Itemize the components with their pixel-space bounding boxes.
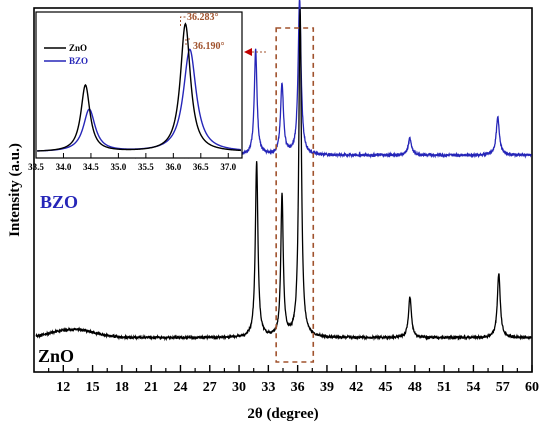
inset-chart: 33.5 34.0 34.5 35.0 35.5 36.0 36.5 37.0 ZnO BZO…	[28, 11, 243, 172]
annotation-leader-zno	[180, 16, 186, 26]
y-axis-label: Intensity (a.u.)	[7, 143, 23, 237]
series-label-zno: ZnO	[38, 346, 74, 366]
highlight-region-box	[275, 27, 315, 363]
legend-label-zno: ZnO	[69, 43, 87, 53]
x-tick-label: 57	[496, 380, 510, 395]
x-tick-label: 36	[291, 380, 305, 395]
x-tick-label: 42	[349, 380, 363, 395]
x-tick-label: 45	[379, 380, 393, 395]
series-line-zno	[35, 8, 532, 342]
inset-series	[37, 22, 241, 152]
series-label-bzo: BZO	[40, 192, 78, 212]
annotation-zno-peak: 36.283°	[187, 12, 219, 23]
inset-x-tick-label: 35.0	[111, 162, 127, 172]
annotation-leader-bzo	[185, 38, 191, 45]
inset-x-tick-label: 37.0	[220, 162, 236, 172]
annotation-bzo-peak: 36.190°	[193, 41, 225, 52]
x-tick-label: 21	[144, 380, 158, 395]
inset-x-tick-label: 34.0	[56, 162, 72, 172]
inset-x-tick-labels: 33.5 34.0 34.5 35.0 35.5 36.0 36.5 37.0	[28, 162, 237, 172]
x-tick-label: 27	[203, 380, 217, 395]
inset-x-tick-label: 34.5	[83, 162, 99, 172]
inset-x-tick-label: 36.0	[165, 162, 181, 172]
x-tick-label: 18	[115, 380, 129, 395]
x-axis-ticks	[48, 365, 533, 372]
inset-legend: ZnO BZO	[44, 43, 88, 66]
x-tick-label: 54	[466, 380, 480, 395]
x-tick-label: 33	[261, 380, 275, 395]
legend-label-bzo: BZO	[69, 56, 88, 66]
inset-pointer-arrow	[244, 48, 266, 56]
x-tick-label: 30	[232, 380, 246, 395]
inset-x-tick-label: 33.5	[28, 162, 44, 172]
x-axis-tick-labels: 12 15 18 21 24 27 30 33 36 39 42 45 48 51 54 57 60	[56, 380, 539, 395]
x-tick-label: 60	[525, 380, 539, 395]
x-tick-label: 39	[320, 380, 334, 395]
inset-line-zno	[37, 22, 241, 152]
x-tick-label: 15	[86, 380, 100, 395]
inset-x-ticks	[35, 153, 229, 158]
inset-x-tick-label: 36.5	[193, 162, 209, 172]
inset-x-tick-label: 35.5	[138, 162, 154, 172]
inset-frame	[35, 11, 243, 159]
x-tick-label: 12	[56, 380, 70, 395]
x-axis-label: 2θ (degree)	[247, 406, 318, 422]
x-tick-label: 48	[408, 380, 422, 395]
x-tick-label: 24	[173, 380, 187, 395]
x-tick-label: 51	[437, 380, 451, 395]
inset-annotations: 36.283° 36.190°	[180, 12, 225, 52]
